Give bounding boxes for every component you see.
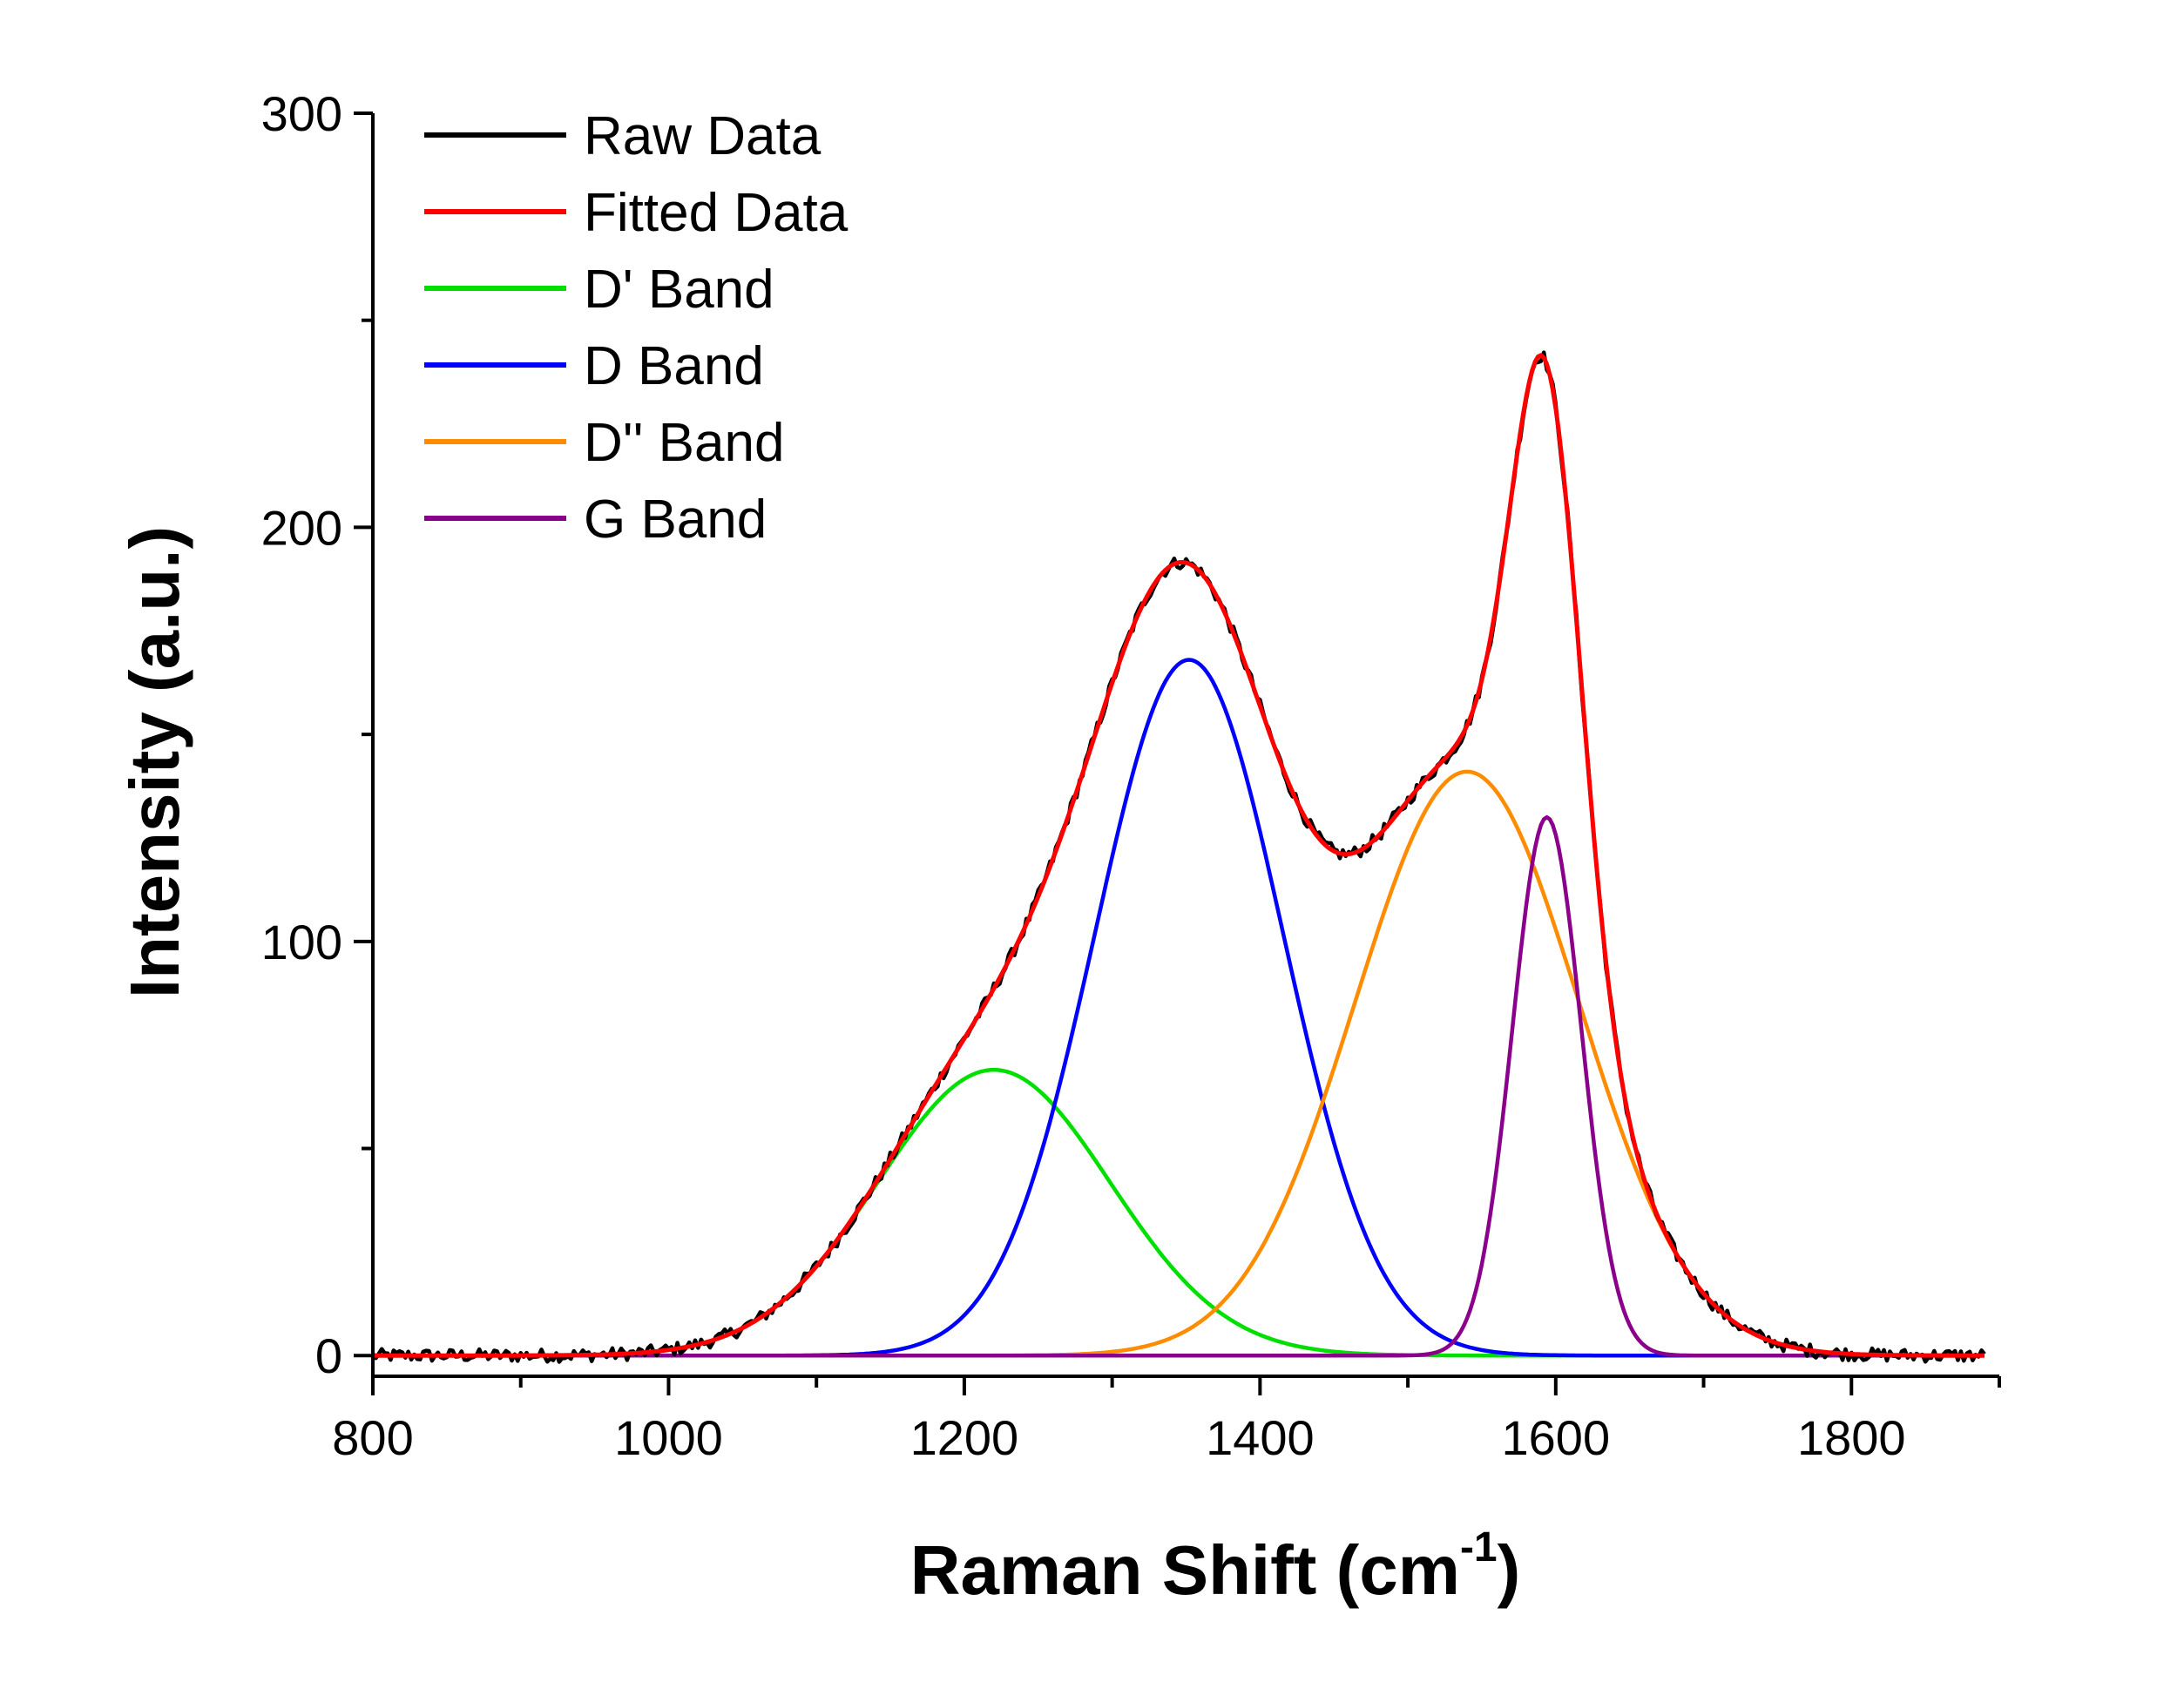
y-tick-label: 200 xyxy=(261,500,342,555)
series-line-fitted-data xyxy=(373,353,1985,1358)
plot-lines xyxy=(371,350,1986,1364)
x-axis-title-superscript: -1 xyxy=(1460,1524,1498,1571)
y-tick-label: 300 xyxy=(261,86,342,141)
x-tick-label: 1800 xyxy=(1797,1410,1906,1465)
legend-label-fitted-data: Fitted Data xyxy=(584,183,849,243)
x-tick-label: 1200 xyxy=(910,1410,1019,1465)
x-axis-title-main: Raman Shift (cm xyxy=(910,1531,1460,1609)
y-axis-title: Intensity (a.u.) xyxy=(116,526,193,998)
axes xyxy=(354,111,2001,1395)
legend-label-d-band: D'' Band xyxy=(584,413,784,473)
legend-label-d-band: D Band xyxy=(584,336,764,396)
series-line-g-band xyxy=(373,814,1985,1358)
legend-label-g-band: G Band xyxy=(584,490,767,550)
legend-label-raw-data: Raw Data xyxy=(584,106,822,166)
x-tick-label: 1400 xyxy=(1206,1410,1315,1465)
legend: Raw Data Fitted Data D' Band D Band D'' Band… xyxy=(424,106,849,550)
tick-labels: 800 1000 1200 1400 1600 1800 0 100 200 300 xyxy=(261,86,1906,1465)
legend-label-d-band: D' Band xyxy=(584,260,774,320)
x-tick-label: 1000 xyxy=(614,1410,723,1465)
y-tick-label: 0 xyxy=(315,1328,342,1383)
x-tick-label: 800 xyxy=(332,1410,413,1465)
y-tick-label: 100 xyxy=(261,915,342,969)
x-axis-title-suffix: ) xyxy=(1498,1531,1521,1609)
x-tick-label: 1600 xyxy=(1502,1410,1611,1465)
x-axis-title: Raman Shift (cm-1) xyxy=(910,1524,1521,1609)
